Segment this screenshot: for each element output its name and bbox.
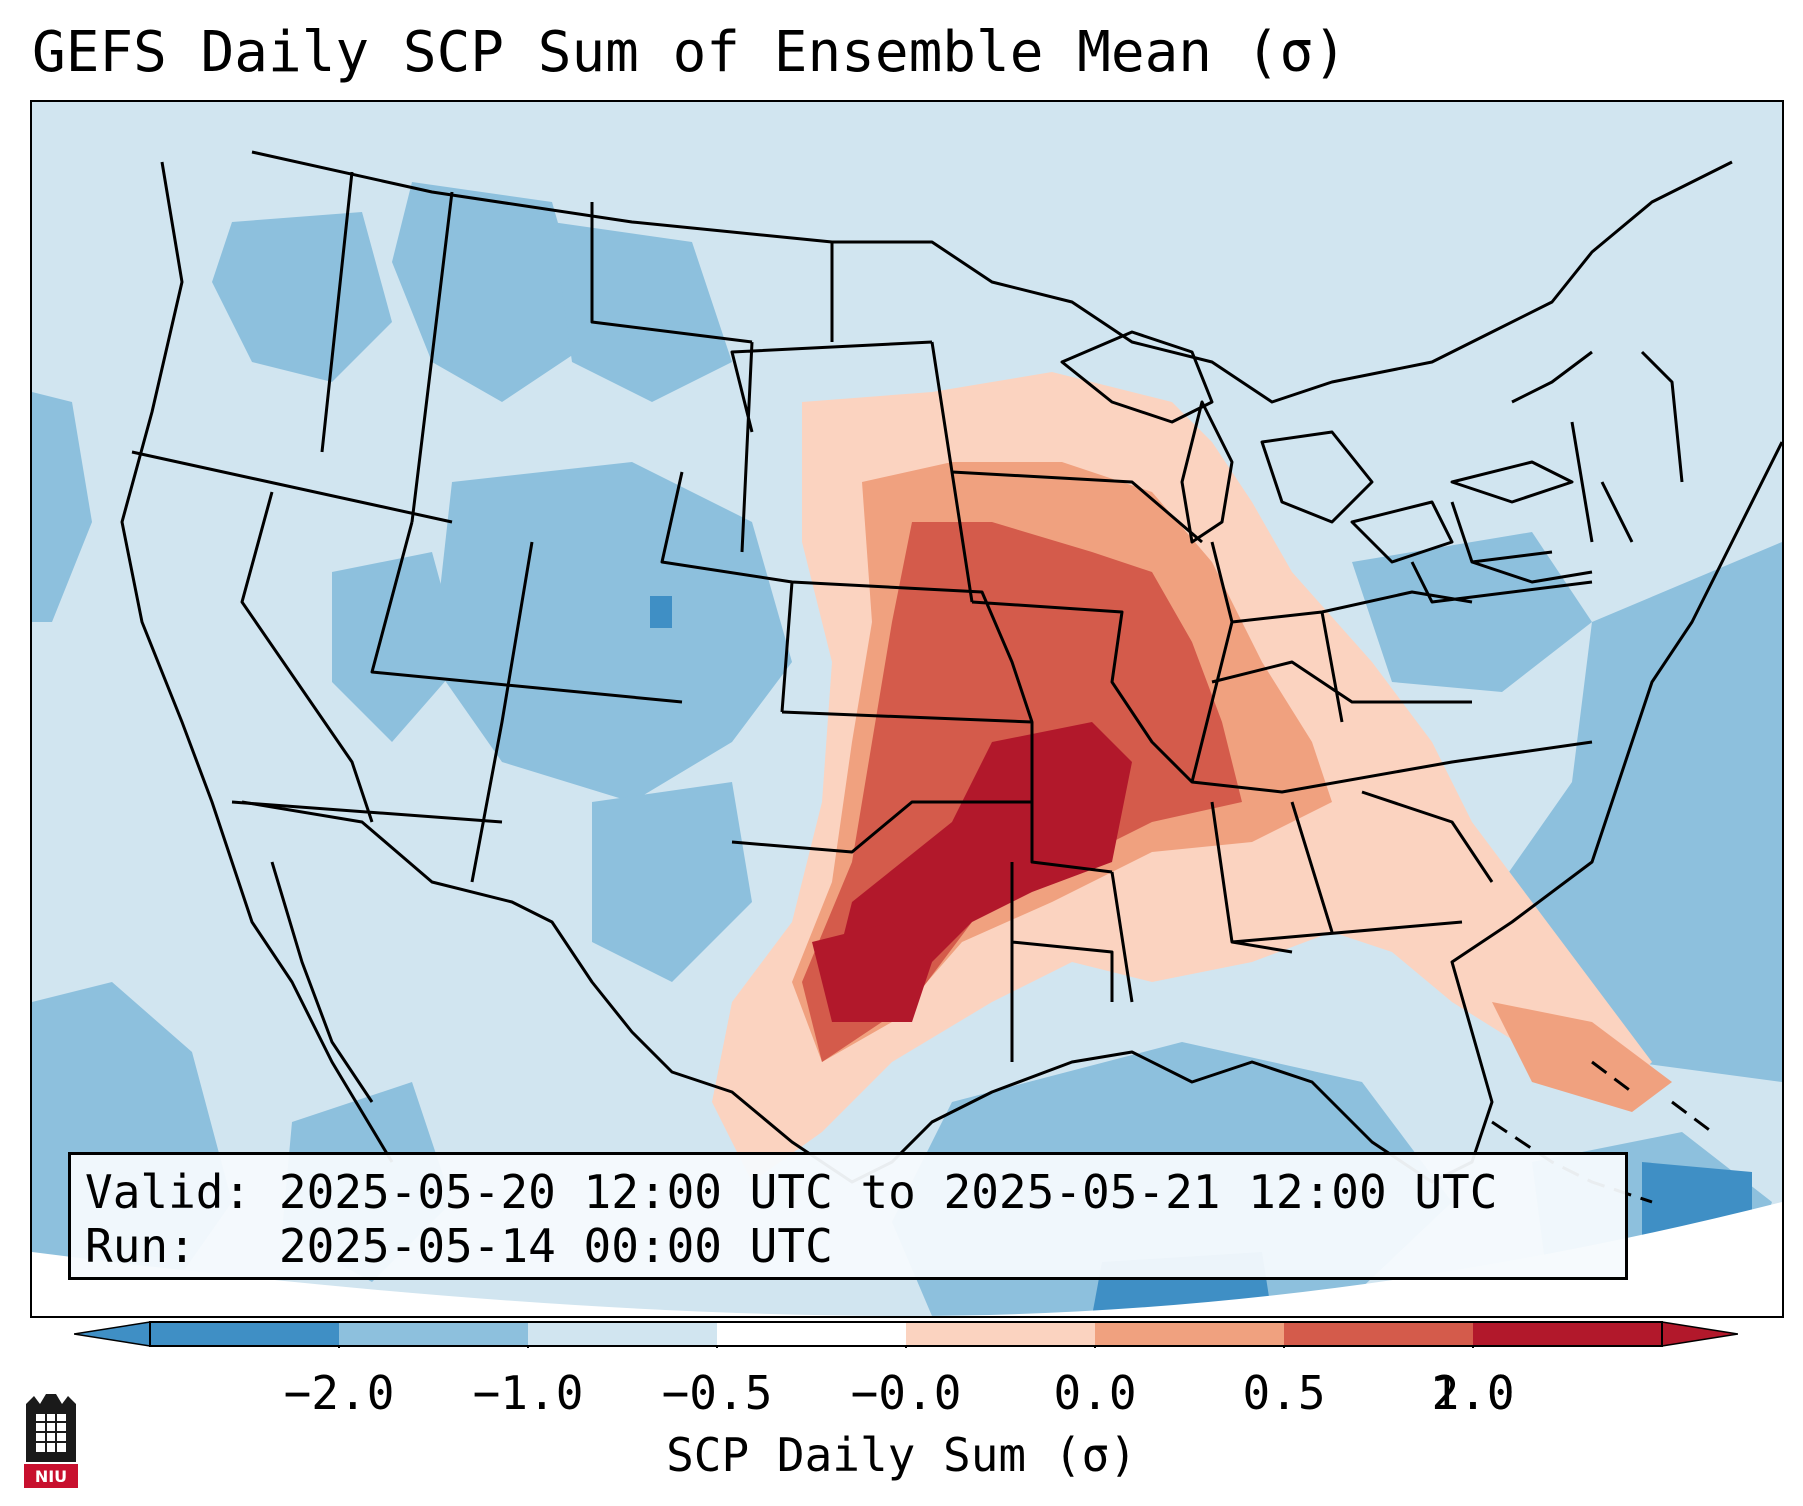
colorbar-segment bbox=[1473, 1322, 1663, 1346]
colorbar-tick-label: 0.0 bbox=[1053, 1366, 1137, 1420]
valid-time-value: 2025-05-20 12:00 UTC to 2025-05-21 12:00… bbox=[278, 1165, 1498, 1219]
great-lakes bbox=[1060, 330, 1574, 564]
colorbar-tick-label: 1.0 bbox=[1431, 1366, 1515, 1420]
colorbar-tick-label: −0.5 bbox=[661, 1366, 773, 1420]
boundaries bbox=[120, 150, 1782, 1204]
valid-label: Valid: bbox=[85, 1165, 252, 1219]
canada-border bbox=[251, 150, 1733, 404]
colorbar-segment bbox=[339, 1322, 529, 1346]
colorbar-segment bbox=[150, 1322, 340, 1346]
colorbar-segment bbox=[717, 1322, 907, 1346]
niu-logo-text: NIU bbox=[35, 1467, 67, 1486]
scp-map bbox=[32, 102, 1782, 1316]
run-time-value: 2025-05-14 00:00 UTC bbox=[278, 1219, 833, 1273]
valid-time-line: Valid: 2025-05-20 12:00 UTC to 2025-05-2… bbox=[85, 1165, 1611, 1219]
colorbar-tick-label: 0.5 bbox=[1242, 1366, 1326, 1420]
chart-title: GEFS Daily SCP Sum of Ensemble Mean (σ) bbox=[32, 20, 1347, 85]
map-panel bbox=[30, 100, 1784, 1318]
colorbar-extend-high bbox=[1661, 1321, 1738, 1347]
run-label: Run: bbox=[85, 1219, 196, 1273]
colorbar-extend-low bbox=[74, 1321, 151, 1347]
colorbar-tick-label: 2.0 bbox=[1431, 1366, 1515, 1420]
colorbar-tick-label: −2.0 bbox=[283, 1366, 395, 1420]
colorbar-segments bbox=[150, 1322, 1663, 1346]
colorbar-segment bbox=[1095, 1322, 1285, 1346]
state-lines bbox=[131, 171, 1684, 1062]
colorbar-label: SCP Daily Sum (σ) bbox=[666, 1428, 1137, 1482]
projection-edge bbox=[32, 1202, 1782, 1316]
niu-logo: NIU bbox=[24, 1394, 78, 1488]
colorbar-tick-label: −0.0 bbox=[850, 1366, 962, 1420]
colorbar-segment bbox=[906, 1322, 1096, 1346]
above-normal-field bbox=[712, 372, 1672, 1182]
valid-run-info-box: Valid: 2025-05-20 12:00 UTC to 2025-05-2… bbox=[68, 1152, 1628, 1280]
us-outline bbox=[120, 161, 1782, 1184]
run-time-line: Run: 2025-05-14 00:00 UTC bbox=[85, 1219, 1611, 1273]
colorbar-segment bbox=[528, 1322, 718, 1346]
colorbar-segment bbox=[1284, 1322, 1474, 1346]
colorbar bbox=[74, 1321, 1738, 1348]
colorbar-tick-label: −1.0 bbox=[472, 1366, 584, 1420]
